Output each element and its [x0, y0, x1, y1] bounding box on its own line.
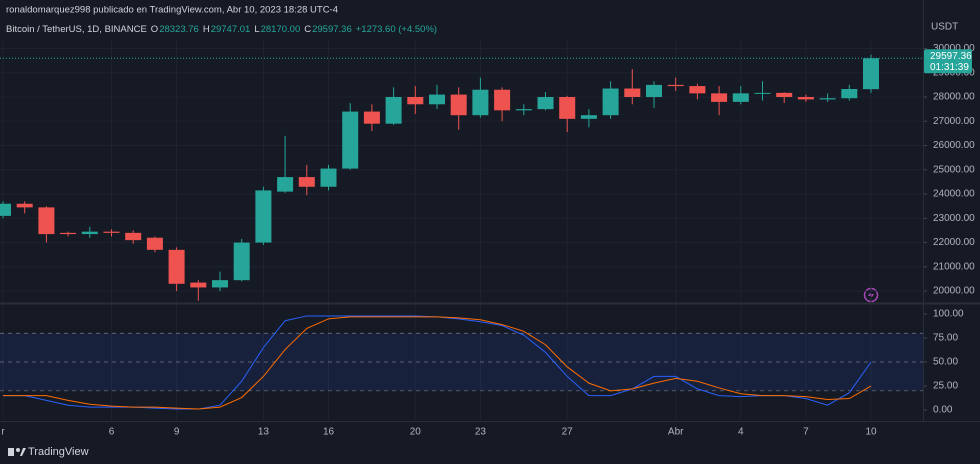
candle-body	[38, 207, 55, 235]
y-tick-label: 28000.00	[933, 92, 975, 103]
last-price-box	[924, 49, 972, 74]
candle-body	[255, 190, 272, 243]
candle-body	[103, 231, 120, 233]
y-tick-label: 21000.00	[933, 261, 975, 272]
candle-body	[81, 231, 98, 235]
candle-body	[233, 242, 250, 281]
candle-body	[298, 177, 315, 187]
candle-body	[841, 89, 858, 99]
symbol: Bitcoin / TetherUS, 1D, BINANCE	[6, 24, 147, 35]
x-tick-label: 7	[803, 427, 809, 438]
x-tick-label: 16	[323, 427, 335, 438]
candle-body	[711, 93, 728, 102]
y-tick-label: 25.00	[933, 381, 958, 392]
x-tick-label: 10	[865, 427, 877, 438]
brand-name: TradingView	[28, 446, 89, 458]
x-tick-label: 27	[562, 427, 574, 438]
y-tick-label: 0.00	[933, 405, 953, 416]
y-tick-label: 30000.00	[933, 43, 975, 54]
x-tick-label: 9	[174, 427, 180, 438]
ohlc-key: O	[151, 24, 158, 35]
candle-body	[407, 97, 424, 105]
ohlc-value: 29597.36	[312, 24, 352, 35]
x-tick-label: 23	[475, 427, 487, 438]
candle-body	[559, 97, 576, 119]
y-tick-label: 24000.00	[933, 189, 975, 200]
y-tick-label: 100.00	[933, 309, 964, 320]
unit-label: USDT	[931, 22, 958, 33]
ohlc-value: 29747.01	[211, 24, 251, 35]
candle-body	[60, 232, 77, 235]
x-tick-label: Abr	[668, 427, 684, 438]
candle-body	[646, 84, 662, 98]
change: +1273.60 (+4.50%)	[356, 24, 437, 35]
candle-body	[277, 177, 294, 192]
ohlc-key: H	[203, 24, 210, 35]
oscillator-line	[3, 316, 872, 410]
candle-body	[863, 58, 879, 90]
y-tick-label: 20000.00	[933, 286, 975, 297]
legend: Bitcoin / TetherUS, 1D, BINANCE O28323.76…	[6, 24, 437, 35]
x-tick-label: 20	[410, 427, 422, 438]
candle-body	[450, 94, 467, 116]
ohlc-key: C	[304, 24, 311, 35]
y-tick-label: 26000.00	[933, 140, 975, 151]
candle-body	[16, 203, 33, 208]
x-tick-label: 13	[258, 427, 270, 438]
candle-body	[624, 88, 641, 98]
y-tick-label: 27000.00	[933, 116, 975, 127]
candle-body	[689, 86, 706, 94]
ohlc-value: 28323.76	[159, 24, 199, 35]
candle-body	[580, 115, 597, 119]
candle-body	[342, 111, 359, 169]
countdown: 01:31:39	[930, 62, 969, 73]
candle-body	[819, 98, 836, 100]
candle-body	[190, 282, 207, 288]
candle-body	[146, 237, 163, 250]
y-tick-label: 75.00	[933, 333, 958, 344]
y-tick-label: 22000.00	[933, 237, 975, 248]
candle-body	[125, 232, 142, 241]
candle-body	[385, 97, 402, 124]
candle-body	[732, 93, 749, 102]
brand-logo	[8, 448, 26, 456]
publisher-line: ronaldomarquez998 publicado en TradingVi…	[6, 5, 338, 16]
candle-body	[363, 111, 380, 124]
candle-body	[537, 97, 554, 110]
y-tick-label: 25000.00	[933, 164, 975, 175]
x-tick-label: 4	[738, 427, 744, 438]
y-tick-label: 50.00	[933, 357, 958, 368]
candle-body	[320, 168, 337, 187]
candle-body	[0, 203, 11, 216]
candle-body	[212, 280, 228, 288]
candle-body	[797, 97, 814, 100]
candle-body	[494, 89, 511, 111]
candle-body	[602, 88, 619, 116]
candle-body	[776, 92, 793, 98]
candle-body	[168, 249, 185, 284]
x-tick-label: 6	[109, 427, 115, 438]
candle-body	[515, 109, 532, 111]
candle-body	[754, 92, 771, 94]
ohlc-value: 28170.00	[261, 24, 301, 35]
last-price-label: 29597.36	[930, 51, 972, 62]
ohlc-key: L	[254, 24, 259, 35]
candle-body	[472, 89, 489, 116]
candle-body	[667, 84, 684, 87]
y-tick-label: 23000.00	[933, 213, 975, 224]
candle-body	[429, 94, 445, 105]
x-tick-label: r	[1, 427, 5, 438]
